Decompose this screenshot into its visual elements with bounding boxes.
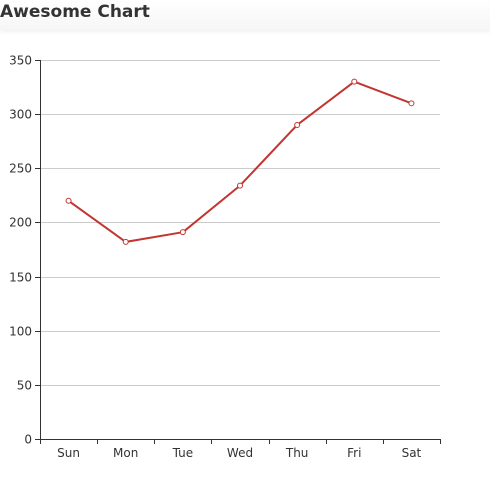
- axes: [35, 60, 441, 444]
- y-tick-label: 150: [9, 271, 32, 285]
- data-point: [351, 78, 358, 85]
- data-point: [122, 238, 129, 245]
- x-tick-label: Sat: [402, 446, 422, 460]
- y-tick-label: 0: [24, 433, 32, 447]
- grid-lines: [40, 60, 440, 386]
- data-point: [65, 197, 72, 204]
- series-line: [67, 80, 412, 243]
- data-point: [294, 121, 301, 128]
- y-tick-label: 250: [9, 162, 32, 176]
- data-point: [179, 229, 186, 236]
- x-tick-label: Thu: [285, 446, 309, 460]
- data-point: [237, 182, 243, 189]
- series: [65, 78, 415, 245]
- data-point: [408, 100, 415, 107]
- tick-labels: 0 50 100 150 200 250 300 350 Sun Mon Tue Wed Thu Fri S…: [9, 54, 421, 461]
- y-tick-label: 300: [9, 108, 32, 122]
- x-tick-label: Fri: [347, 446, 361, 460]
- x-tick-label: Sun: [57, 446, 80, 460]
- title-bar: [0, 0, 490, 30]
- x-tick-label: Tue: [172, 446, 194, 460]
- x-tick-label: Wed: [227, 446, 253, 460]
- y-tick-label: 100: [9, 325, 32, 339]
- y-tick-label: 350: [9, 54, 32, 68]
- y-tick-label: 50: [17, 379, 32, 393]
- x-tick-label: Mon: [113, 446, 138, 460]
- y-tick-label: 200: [9, 216, 32, 230]
- chart-title: Awesome Chart: [0, 2, 150, 22]
